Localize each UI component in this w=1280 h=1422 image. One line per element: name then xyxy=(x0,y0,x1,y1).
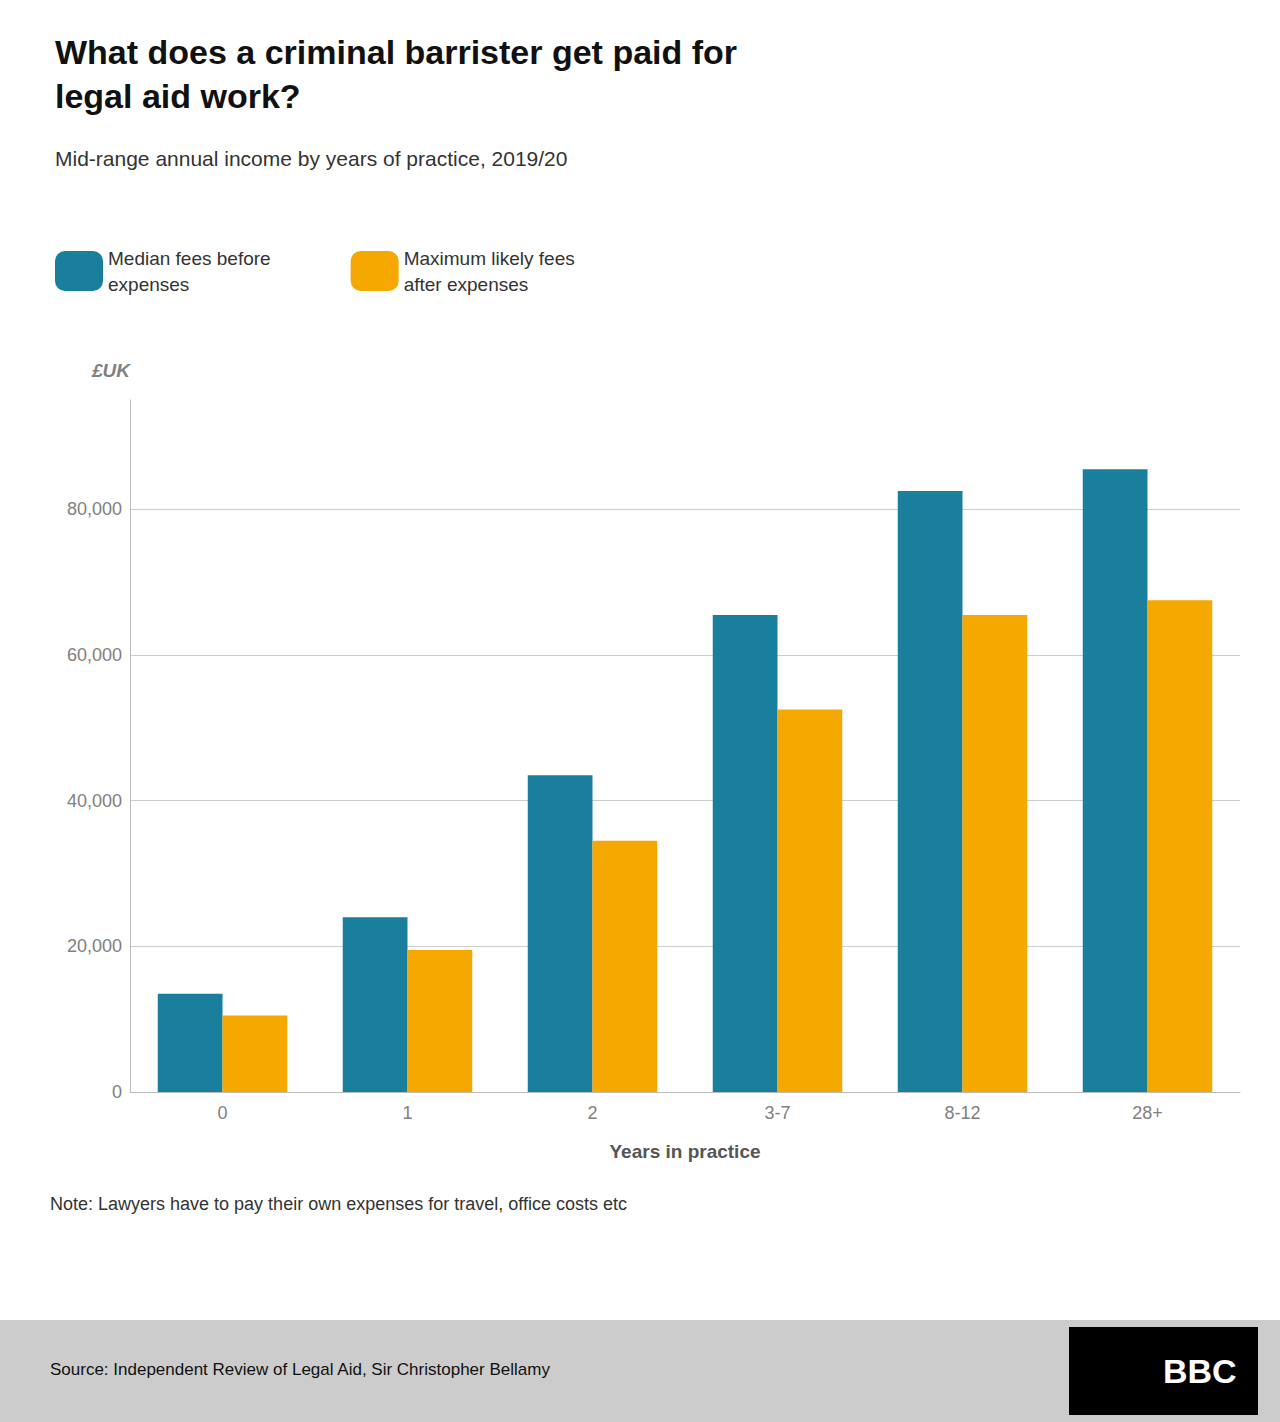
svg-text:Maximum likely fees: Maximum likely fees xyxy=(404,248,575,269)
svg-text:Years in practice: Years in practice xyxy=(609,1141,760,1162)
svg-text:Mid-range annual income by yea: Mid-range annual income by years of prac… xyxy=(55,147,567,170)
svg-text:Note: Lawyers have to pay thei: Note: Lawyers have to pay their own expe… xyxy=(50,1194,627,1214)
svg-text:Source: Independent Review of: Source: Independent Review of Legal Aid,… xyxy=(50,1360,550,1379)
svg-text:What does a criminal barrister: What does a criminal barrister get paid … xyxy=(55,33,737,71)
svg-text:expenses: expenses xyxy=(108,274,189,295)
svg-text:80,000: 80,000 xyxy=(67,499,122,519)
svg-text:after expenses: after expenses xyxy=(404,274,529,295)
svg-text:8-12: 8-12 xyxy=(944,1103,980,1123)
svg-text:£UK: £UK xyxy=(91,360,131,381)
svg-text:legal aid work?: legal aid work? xyxy=(55,77,301,115)
svg-text:1: 1 xyxy=(402,1103,412,1123)
svg-text:20,000: 20,000 xyxy=(67,936,122,956)
svg-text:2: 2 xyxy=(587,1103,597,1123)
svg-text:40,000: 40,000 xyxy=(67,791,122,811)
svg-text:0: 0 xyxy=(112,1082,122,1102)
svg-text:0: 0 xyxy=(217,1103,227,1123)
svg-text:BBC: BBC xyxy=(1163,1352,1237,1390)
svg-text:3-7: 3-7 xyxy=(764,1103,790,1123)
svg-text:28+: 28+ xyxy=(1132,1103,1163,1123)
svg-text:Median fees before: Median fees before xyxy=(108,248,271,269)
svg-text:60,000: 60,000 xyxy=(67,645,122,665)
